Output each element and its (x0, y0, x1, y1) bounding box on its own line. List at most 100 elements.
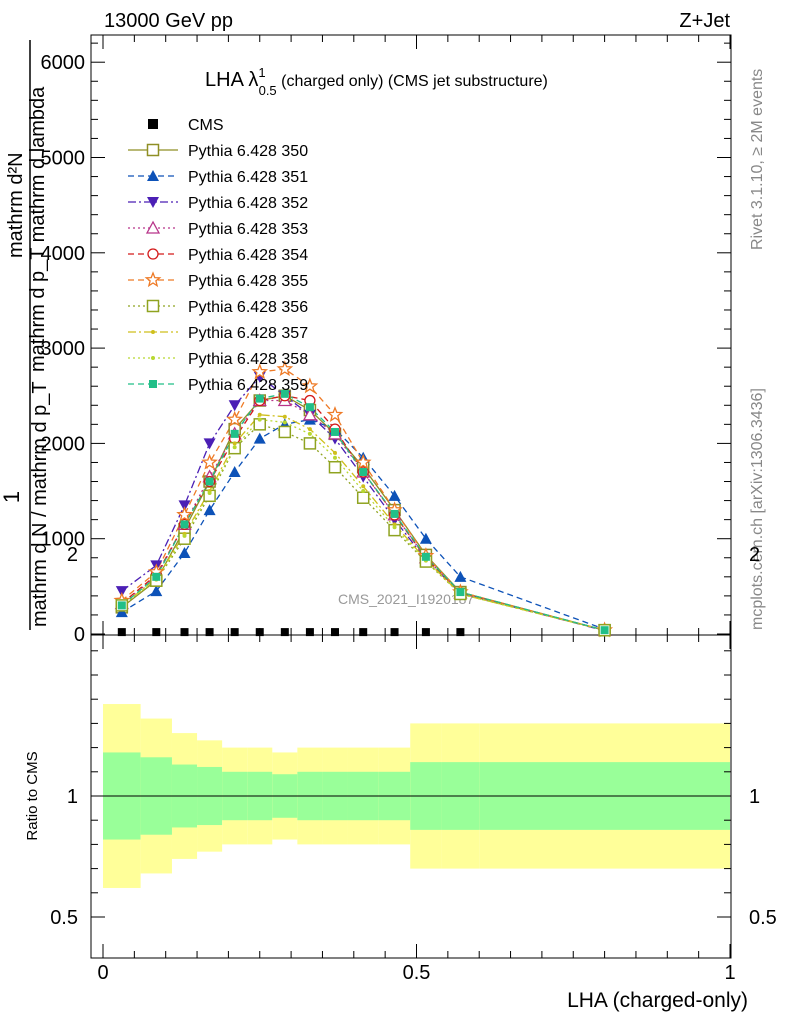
cms-point (330, 628, 339, 637)
ratio-ytick-label: 0.5 (50, 907, 78, 929)
legend-marker-5 (147, 248, 159, 260)
xlabel: LHA (charged-only) (567, 989, 748, 1012)
main-ytick-label: 5000 (41, 148, 86, 170)
chart-title-rest: (charged only) (CMS jet substructure) (277, 73, 548, 90)
series-point-10 (255, 394, 264, 403)
process-label: Z+Jet (679, 10, 730, 32)
series-point-10 (117, 601, 126, 610)
legend-marker-cms (148, 119, 158, 129)
ratio-ytick-label-right: 0.5 (749, 907, 777, 929)
series-point-6 (176, 506, 193, 522)
series-point-9 (282, 420, 287, 425)
chart-title-sub: 0.5 (259, 83, 277, 98)
legend-marker-2 (147, 170, 159, 181)
series-point-7 (303, 437, 317, 450)
series-point-2 (253, 432, 266, 444)
legend-label-9: Pythia 6.428 358 (188, 351, 308, 368)
cms-point (117, 628, 126, 637)
cms-point (205, 628, 214, 637)
chart-title-main: LHA λ (205, 69, 258, 91)
series-point-10 (359, 467, 368, 476)
series-point-6 (251, 363, 269, 380)
series-point-3 (115, 586, 128, 598)
series-point-8 (307, 427, 312, 432)
legend-label-8: Pythia 6.428 357 (188, 325, 308, 342)
ylabel-top: 1 (0, 491, 24, 503)
series-point-10 (230, 429, 239, 438)
main-ytick-label: 3000 (41, 338, 86, 360)
series-point-10 (456, 588, 465, 597)
xtick-label: 0.5 (403, 962, 431, 984)
legend-label-5: Pythia 6.428 354 (188, 247, 308, 264)
xtick-label: 1 (724, 962, 735, 984)
series-point-4 (302, 407, 318, 421)
series-line-6 (121, 368, 605, 631)
chart-title: LHA λ1 0.5 (charged only) (CMS jet substr… (205, 65, 548, 98)
cms-point (456, 628, 465, 637)
legend-marker-9 (151, 356, 155, 360)
series-line-8 (121, 414, 605, 631)
cms-point (305, 628, 314, 637)
xtick-label: 0 (97, 962, 108, 984)
series-point-8 (361, 484, 366, 489)
series-point-6 (276, 360, 294, 377)
series-point-3 (203, 438, 216, 450)
series-point-10 (305, 403, 314, 412)
series-point-9 (257, 417, 262, 422)
series-markers (113, 360, 614, 638)
axis-ticks (91, 35, 731, 958)
ratio-ytick-label-right: 2 (749, 544, 760, 566)
ylabel-fraction-denominator: mathrm d p_T mathrm d lambda (27, 86, 49, 372)
chart-title-sup: 1 (258, 65, 265, 80)
cms-point (255, 628, 264, 637)
ratio-ytick-label: 2 (67, 544, 78, 566)
main-ytick-label: 0 (74, 624, 85, 646)
legend-marker-4 (145, 220, 161, 234)
legend: CMS Pythia 6.428 350 Pythia 6.428 351 Pythi… (128, 117, 308, 394)
series-point-6 (326, 406, 344, 422)
series-point-10 (600, 626, 609, 635)
mcplots-label: mcplots.cern.ch [arXiv:1306.3436] (749, 388, 766, 630)
legend-label-cms: CMS (188, 117, 224, 134)
legend-marker-3 (147, 197, 159, 208)
series-point-7 (278, 425, 292, 439)
series-point-8 (232, 441, 237, 446)
ratio-bands (103, 704, 730, 888)
series-point-2 (388, 489, 401, 501)
cms-point (359, 628, 368, 637)
series-point-9 (392, 525, 397, 530)
series-point-2 (203, 504, 216, 516)
legend-marker-10 (149, 380, 157, 388)
cms-point (280, 628, 289, 637)
series-point-10 (152, 572, 161, 581)
series-point-6 (354, 453, 372, 470)
series-point-8 (257, 412, 262, 417)
legend-marker-6 (144, 271, 162, 288)
legend-label-2: Pythia 6.428 351 (188, 169, 308, 186)
series-point-2 (419, 532, 432, 544)
series-point-10 (180, 520, 189, 529)
series-point-9 (332, 455, 337, 460)
main-ytick-label: 6000 (41, 52, 86, 74)
legend-label-4: Pythia 6.428 353 (188, 221, 308, 238)
legend-label-7: Pythia 6.428 356 (188, 299, 308, 316)
legend-label-6: Pythia 6.428 355 (188, 273, 308, 290)
cms-point (421, 628, 430, 637)
series-point-10 (280, 389, 289, 398)
cms-point (180, 628, 189, 637)
series-point-2 (150, 585, 163, 597)
legend-marker-7 (146, 299, 160, 313)
cms-point (152, 628, 161, 637)
cms-markers (117, 628, 465, 637)
legend-label-10: Pythia 6.428 359 (188, 377, 308, 394)
series-point-10 (421, 552, 430, 561)
series-point-9 (207, 490, 212, 495)
series-point-9 (232, 445, 237, 450)
legend-marker-1 (146, 143, 160, 157)
ratio-ytick-label: 1 (67, 786, 78, 808)
series-point-6 (301, 377, 319, 394)
series-point-2 (228, 465, 241, 477)
series-point-10 (330, 427, 339, 436)
ylabel-main: mathrm d N / mathrm d p_T (29, 381, 51, 627)
